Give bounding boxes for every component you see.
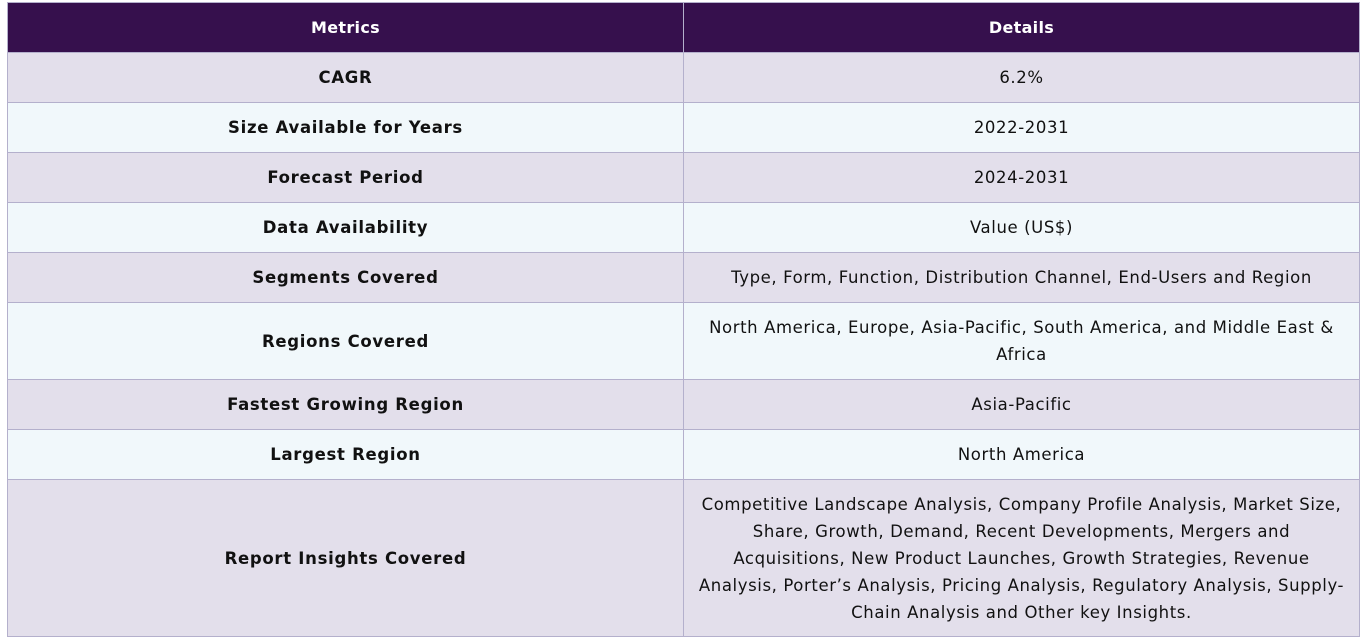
row-details-segments-covered: Type, Form, Function, Distribution Chann… [683, 252, 1360, 303]
table-row: Size Available for Years 2022-2031 [7, 102, 1360, 153]
row-details-cagr: 6.2% [683, 52, 1360, 103]
table-row: Data Availability Value (US$) [7, 202, 1360, 253]
table-row: Forecast Period 2024-2031 [7, 152, 1360, 203]
table-row: Segments Covered Type, Form, Function, D… [7, 252, 1360, 303]
row-metric-segments-covered: Segments Covered [7, 252, 684, 303]
row-details-forecast-period: 2024-2031 [683, 152, 1360, 203]
row-metric-largest-region: Largest Region [7, 429, 684, 480]
header-metrics: Metrics [7, 2, 684, 53]
row-metric-size-years: Size Available for Years [7, 102, 684, 153]
row-metric-cagr: CAGR [7, 52, 684, 103]
table-header-row: Metrics Details [7, 2, 1360, 53]
metrics-table: Metrics Details CAGR 6.2% Size Available… [7, 2, 1360, 637]
table-row: CAGR 6.2% [7, 52, 1360, 103]
row-metric-fastest-growing-region: Fastest Growing Region [7, 379, 684, 430]
table-row: Regions Covered North America, Europe, A… [7, 302, 1360, 380]
table-row: Largest Region North America [7, 429, 1360, 480]
table-row: Fastest Growing Region Asia-Pacific [7, 379, 1360, 430]
row-details-regions-covered: North America, Europe, Asia-Pacific, Sou… [683, 302, 1360, 380]
row-details-data-availability: Value (US$) [683, 202, 1360, 253]
table-row: Report Insights Covered Competitive Land… [7, 479, 1360, 637]
row-metric-regions-covered: Regions Covered [7, 302, 684, 380]
row-details-size-years: 2022-2031 [683, 102, 1360, 153]
row-details-largest-region: North America [683, 429, 1360, 480]
header-details: Details [683, 2, 1360, 53]
row-metric-data-availability: Data Availability [7, 202, 684, 253]
row-details-fastest-growing-region: Asia-Pacific [683, 379, 1360, 430]
row-metric-report-insights: Report Insights Covered [7, 479, 684, 637]
metrics-table-container: Metrics Details CAGR 6.2% Size Available… [7, 2, 1360, 637]
row-metric-forecast-period: Forecast Period [7, 152, 684, 203]
row-details-report-insights: Competitive Landscape Analysis, Company … [683, 479, 1360, 637]
